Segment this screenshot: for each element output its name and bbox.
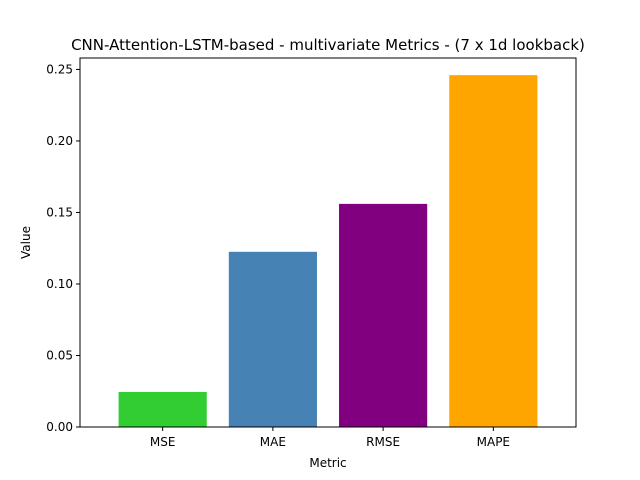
chart-title: CNN-Attention-LSTM-based - multivariate … <box>71 36 585 54</box>
bar-mape <box>449 75 538 428</box>
x-tick-label: RMSE <box>366 435 400 449</box>
y-tick-label: 0.00 <box>46 420 73 434</box>
bar-mse <box>118 391 207 427</box>
x-tick-label: MSE <box>150 435 176 449</box>
y-tick-label: 0.25 <box>46 62 73 76</box>
x-axis-label: Metric <box>309 456 346 470</box>
y-axis-ticks: 0.00 0.05 0.10 0.15 0.20 0.25 <box>46 62 80 434</box>
bar-mae <box>228 251 317 427</box>
y-tick-label: 0.15 <box>46 205 73 219</box>
bar-rmse <box>339 203 428 427</box>
y-tick-label: 0.05 <box>46 348 73 362</box>
x-axis-ticks: MSE MAE RMSE MAPE <box>150 427 510 449</box>
bars-group <box>118 75 538 428</box>
x-tick-label: MAPE <box>477 435 510 449</box>
y-axis-label: Value <box>19 226 33 259</box>
y-tick-label: 0.10 <box>46 277 73 291</box>
x-tick-label: MAE <box>260 435 286 449</box>
plot-frame <box>79 57 577 428</box>
y-tick-label: 0.20 <box>46 134 73 148</box>
